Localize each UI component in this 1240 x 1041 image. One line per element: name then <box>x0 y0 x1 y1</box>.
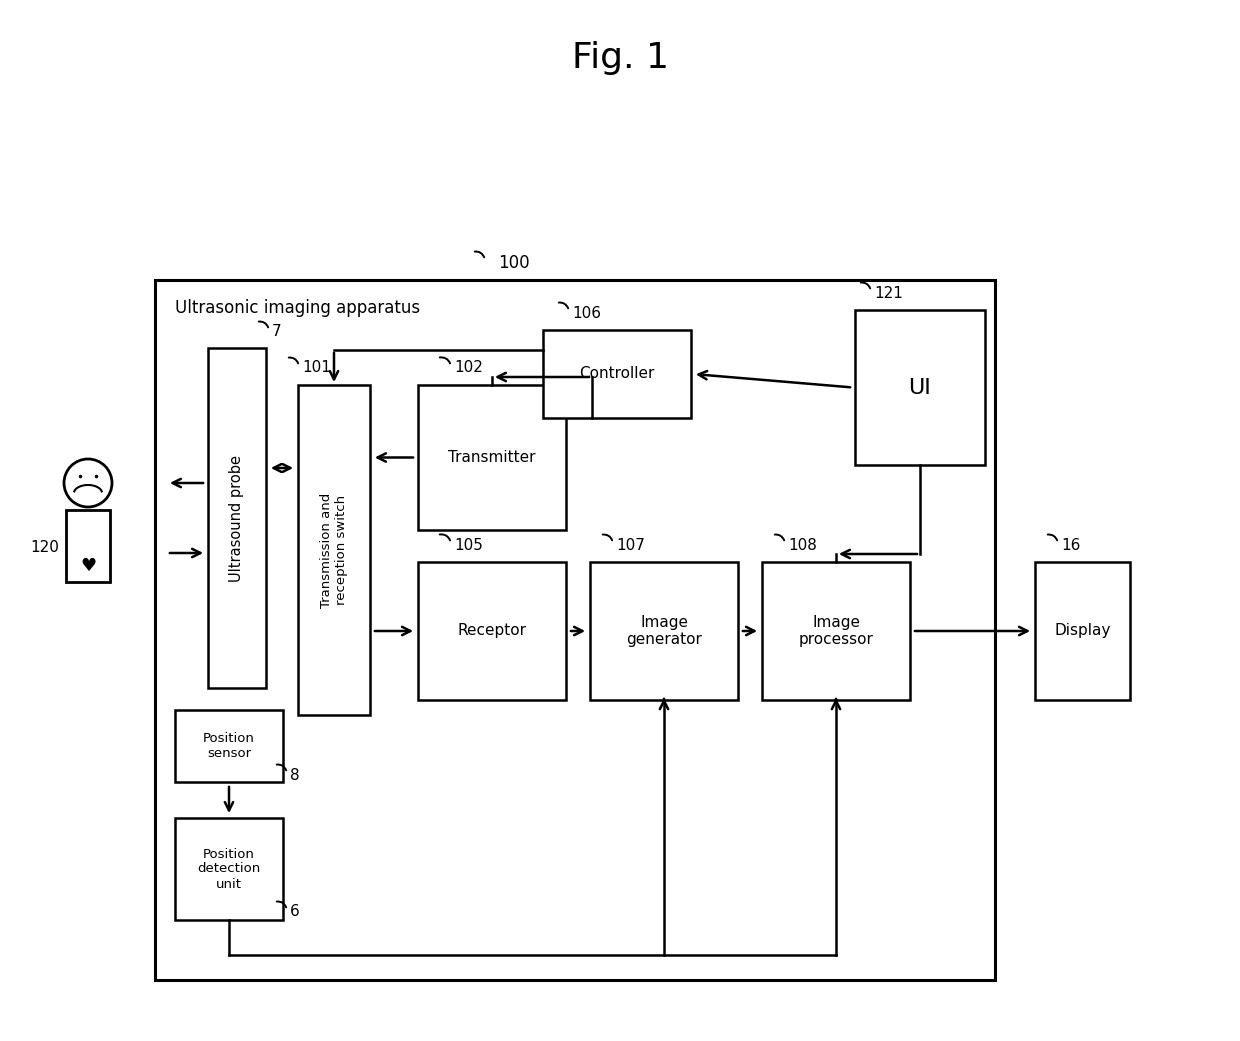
Text: Image
processor: Image processor <box>799 615 873 648</box>
Text: ♥: ♥ <box>79 557 95 575</box>
Text: Position
sensor: Position sensor <box>203 732 255 760</box>
Bar <box>66 510 110 582</box>
Text: Receptor: Receptor <box>458 624 527 638</box>
Bar <box>856 310 985 465</box>
Text: Transmitter: Transmitter <box>448 450 536 465</box>
Bar <box>175 710 283 782</box>
Text: Position
detection
unit: Position detection unit <box>197 847 260 890</box>
Text: 101: 101 <box>303 360 331 376</box>
Text: 8: 8 <box>290 767 300 783</box>
Bar <box>175 818 283 920</box>
Text: Image
generator: Image generator <box>626 615 702 648</box>
Text: 100: 100 <box>498 254 529 272</box>
Bar <box>543 330 691 418</box>
Text: Ultrasonic imaging apparatus: Ultrasonic imaging apparatus <box>175 299 420 318</box>
Bar <box>763 562 910 700</box>
Text: Fig. 1: Fig. 1 <box>572 41 668 75</box>
Text: Ultrasound probe: Ultrasound probe <box>229 455 244 582</box>
Text: 107: 107 <box>616 537 645 553</box>
Text: 102: 102 <box>454 360 482 376</box>
Text: 7: 7 <box>272 325 281 339</box>
Bar <box>590 562 738 700</box>
Text: UI: UI <box>909 378 931 398</box>
Text: 105: 105 <box>454 537 482 553</box>
Bar <box>1035 562 1130 700</box>
Text: 6: 6 <box>290 905 300 919</box>
Text: Display: Display <box>1054 624 1111 638</box>
Text: Controller: Controller <box>579 366 655 381</box>
Bar <box>418 385 565 530</box>
Bar <box>418 562 565 700</box>
Text: 120: 120 <box>30 540 58 556</box>
Text: 121: 121 <box>874 285 903 301</box>
Text: Transmission and
reception switch: Transmission and reception switch <box>320 492 348 608</box>
Bar <box>298 385 370 715</box>
Text: 16: 16 <box>1061 537 1080 553</box>
Text: 108: 108 <box>787 537 817 553</box>
Bar <box>208 348 267 688</box>
Text: 106: 106 <box>572 305 601 321</box>
Bar <box>155 280 994 980</box>
